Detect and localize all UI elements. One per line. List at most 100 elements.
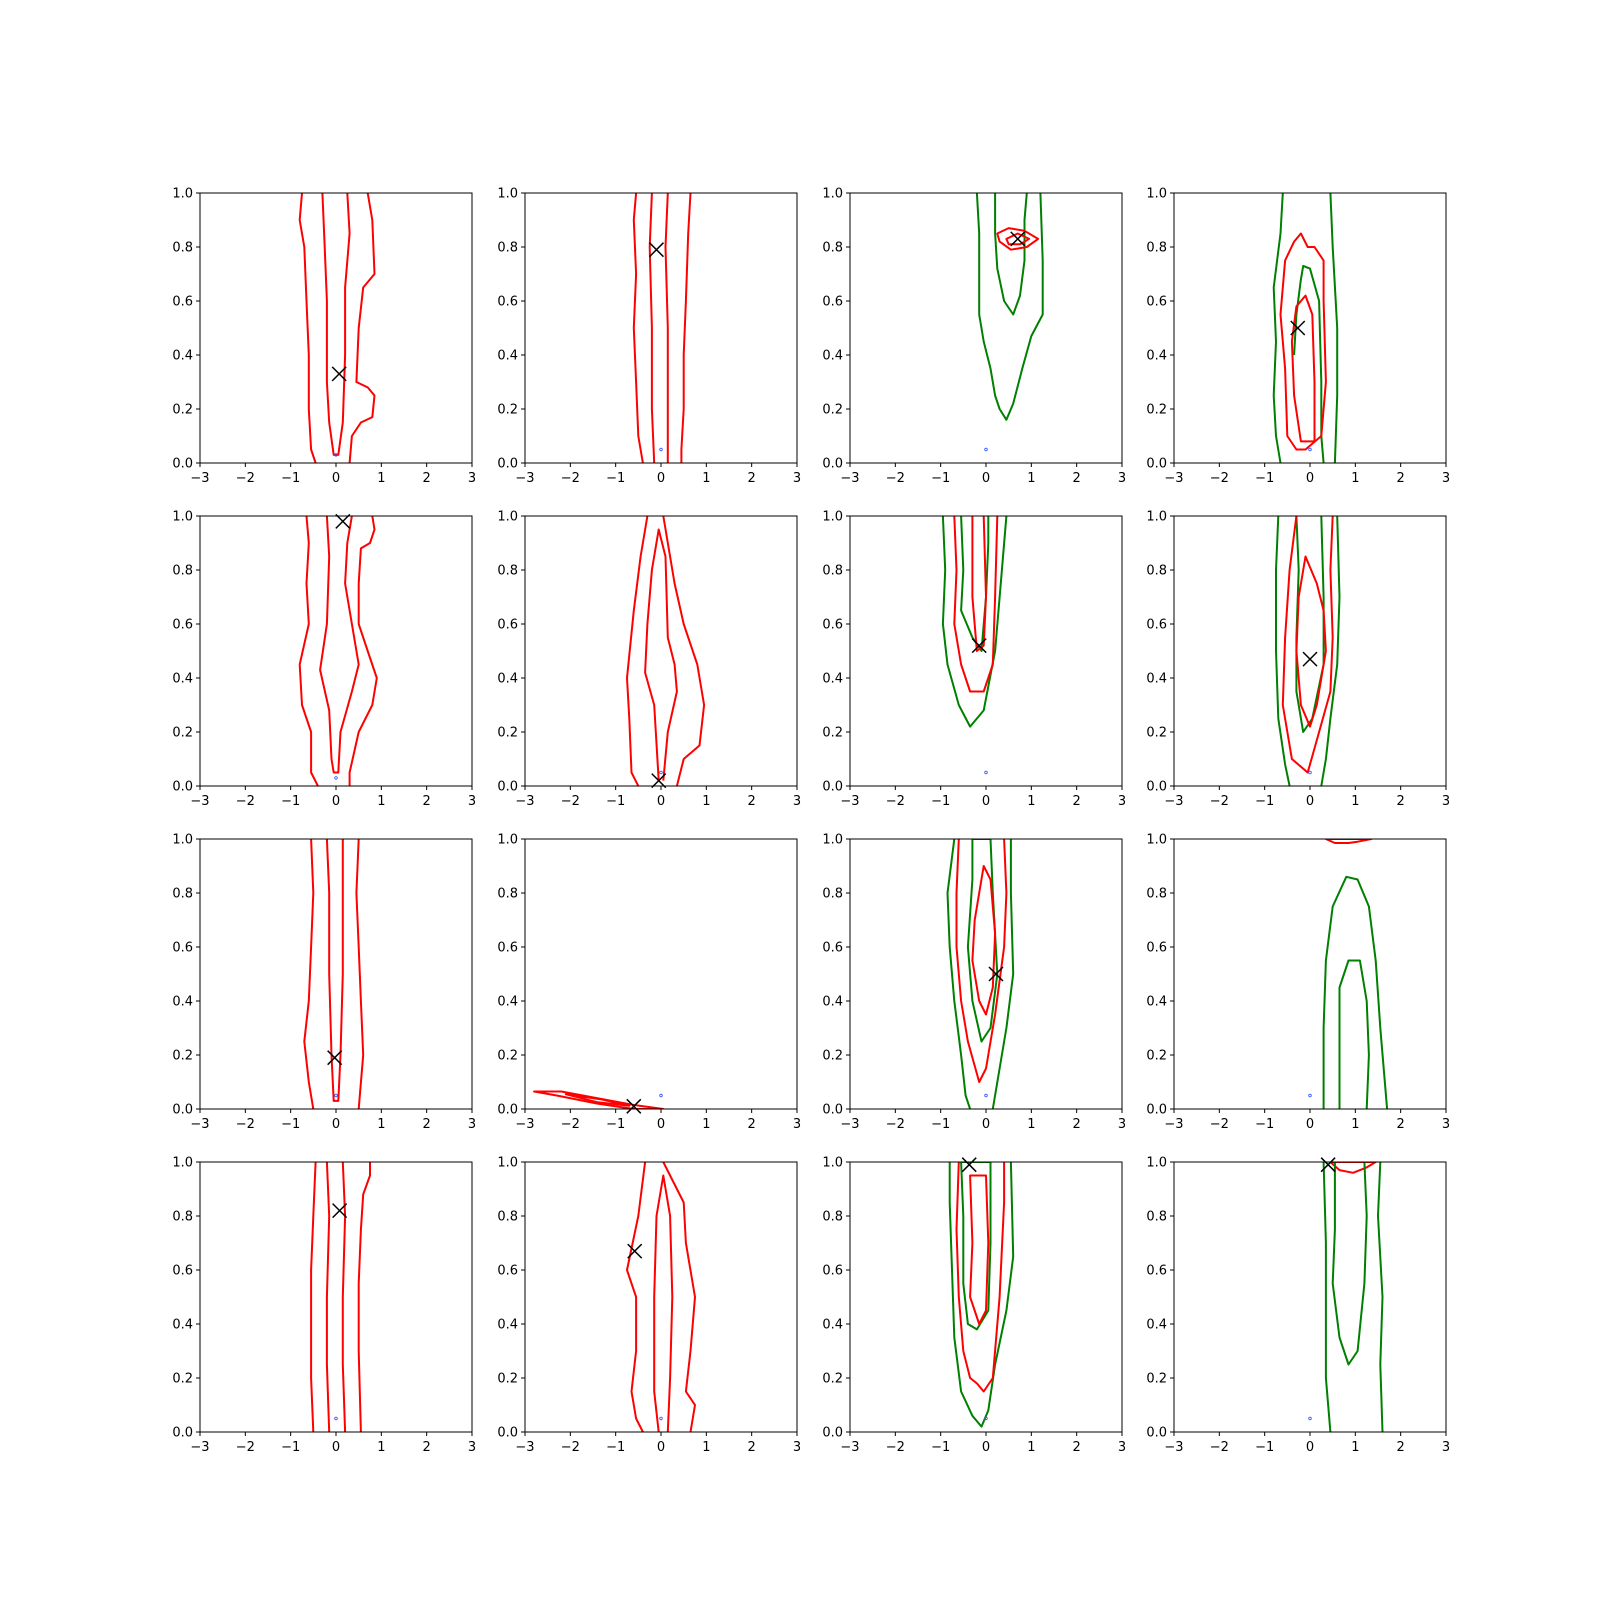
y-tick-label: 0.2 [1146, 1049, 1167, 1064]
x-tick-label: 0 [1306, 1440, 1314, 1455]
x-tick-label: 1 [1027, 471, 1035, 486]
y-tick-label: 0.8 [822, 1210, 843, 1225]
y-tick-label: 1.0 [1146, 833, 1167, 848]
x-tick-label: −2 [1210, 471, 1229, 486]
contour-line-red [1295, 555, 1327, 728]
panel-r3-c1: −3 −2 −1 0 1 2 3 0.0 0.2 0.4 0.6 0.8 1.0 [172, 833, 476, 1133]
y-tick-label: 0.2 [822, 1049, 843, 1064]
y-tick-label: 0.8 [172, 887, 193, 902]
x-tick-label: −3 [190, 794, 209, 809]
origin-point [984, 1416, 988, 1421]
y-tick-label: 0.8 [822, 564, 843, 579]
y-tick-label: 0.6 [822, 618, 843, 633]
x-tick-label: 0 [1306, 794, 1314, 809]
panel-plot-area [975, 193, 1044, 452]
x-tick-label: 2 [1397, 471, 1405, 486]
panels-group: −3 −2 −1 0 1 2 3 0.0 0.2 0.4 0.6 0.8 1.0 −3 −2 −1 0 1 2 3 0.… [172, 187, 1450, 1456]
contour-line-green [1320, 516, 1341, 786]
contour-line-red [632, 193, 644, 463]
contour-line-red [626, 1162, 647, 1432]
x-tick-label: 0 [332, 471, 340, 486]
y-tick-label: 1.0 [497, 833, 518, 848]
x-marker [627, 1243, 643, 1259]
y-tick-label: 0.4 [1146, 1318, 1167, 1333]
y-tick-label: 0.4 [822, 995, 843, 1010]
y-tick-label: 0.2 [822, 1372, 843, 1387]
x-tick-label: −2 [886, 1440, 905, 1455]
x-tick-label: −1 [1255, 471, 1274, 486]
x-tick-label: 1 [1351, 794, 1359, 809]
y-tick-label: 0.0 [172, 1426, 193, 1441]
y-tick-label: 0.4 [497, 995, 518, 1010]
contour-line-red [953, 516, 999, 693]
x-tick-label: −3 [515, 471, 534, 486]
x-tick-label: −1 [606, 471, 625, 486]
y-tick-label: 0.6 [1146, 1264, 1167, 1279]
contour-line-green [975, 193, 1044, 421]
panel-r2-c1: −3 −2 −1 0 1 2 3 0.0 0.2 0.4 0.6 0.8 1.0 [172, 510, 476, 810]
x-tick-label: −1 [281, 1117, 300, 1132]
panel-plot-area [303, 839, 365, 1109]
y-tick-label: 0.6 [1146, 941, 1167, 956]
y-tick-label: 1.0 [1146, 1156, 1167, 1171]
contour-line-red [955, 839, 1008, 1083]
panel-r1-c3: −3 −2 −1 0 1 2 3 0.0 0.2 0.4 0.6 0.8 1.0 [822, 187, 1126, 487]
contour-line-red [1279, 232, 1327, 451]
x-tick-label: 2 [1073, 1440, 1081, 1455]
contour-line-red [1005, 232, 1031, 246]
x-tick-label: −1 [931, 1440, 950, 1455]
y-tick-label: 0.2 [172, 1372, 193, 1387]
x-tick-label: 1 [702, 794, 710, 809]
y-tick-label: 0.2 [822, 403, 843, 418]
x-marker-stroke [988, 966, 1004, 982]
y-tick-label: 0.4 [822, 349, 843, 364]
y-tick-label: 0.8 [1146, 1210, 1167, 1225]
y-tick-label: 0.4 [1146, 349, 1167, 364]
x-marker-stroke [961, 1157, 977, 1173]
y-tick-label: 0.6 [172, 618, 193, 633]
contour-line-red [348, 193, 376, 463]
y-tick-label: 1.0 [1146, 510, 1167, 525]
panel-r2-c4: −3 −2 −1 0 1 2 3 0.0 0.2 0.4 0.6 0.8 1.0 [1146, 510, 1450, 810]
contour-line-green [966, 839, 999, 1043]
panel-r1-c4: −3 −2 −1 0 1 2 3 0.0 0.2 0.4 0.6 0.8 1.0 [1146, 187, 1450, 487]
x-marker [651, 773, 667, 789]
panel-plot-area [948, 1162, 1015, 1428]
origin-point [659, 1093, 663, 1098]
x-tick-label: −1 [1255, 1440, 1274, 1455]
origin-point [984, 770, 988, 775]
x-tick-label: 2 [748, 471, 756, 486]
y-tick-label: 0.2 [497, 1372, 518, 1387]
x-tick-label: −3 [515, 1117, 534, 1132]
x-marker-stroke [1010, 231, 1026, 247]
y-tick-label: 0.0 [497, 1426, 518, 1441]
y-tick-label: 0.4 [172, 995, 193, 1010]
contour-line-red [1324, 839, 1373, 844]
x-tick-label: −3 [515, 794, 534, 809]
x-tick-label: 0 [332, 1117, 340, 1132]
x-tick-label: −3 [840, 794, 859, 809]
y-tick-label: 0.4 [172, 672, 193, 687]
x-tick-label: 2 [1073, 471, 1081, 486]
contour-line-red [626, 516, 649, 786]
panel-r4-c1: −3 −2 −1 0 1 2 3 0.0 0.2 0.4 0.6 0.8 1.0 [172, 1156, 476, 1456]
contour-line-red [319, 516, 360, 774]
x-tick-label: −2 [561, 471, 580, 486]
x-tick-label: 1 [1027, 1117, 1035, 1132]
x-tick-label: 0 [332, 1440, 340, 1455]
x-tick-label: 0 [982, 471, 990, 486]
y-tick-label: 0.2 [172, 1049, 193, 1064]
contour-line-green [994, 193, 1028, 316]
y-tick-label: 1.0 [172, 833, 193, 848]
contour-line-red [357, 1162, 371, 1432]
x-marker [1320, 1157, 1336, 1173]
y-tick-label: 1.0 [822, 1156, 843, 1171]
y-tick-label: 0.8 [497, 564, 518, 579]
x-tick-label: 2 [1397, 1117, 1405, 1132]
panel-r3-c4: −3 −2 −1 0 1 2 3 0.0 0.2 0.4 0.6 0.8 1.0 [1146, 833, 1450, 1133]
x-marker-stroke [1290, 320, 1306, 336]
x-tick-label: 3 [1442, 1117, 1450, 1132]
y-tick-label: 0.6 [822, 1264, 843, 1279]
panel-r3-c2: −3 −2 −1 0 1 2 3 0.0 0.2 0.4 0.6 0.8 1.0 [497, 833, 801, 1133]
panel-plot-area [1308, 839, 1389, 1109]
